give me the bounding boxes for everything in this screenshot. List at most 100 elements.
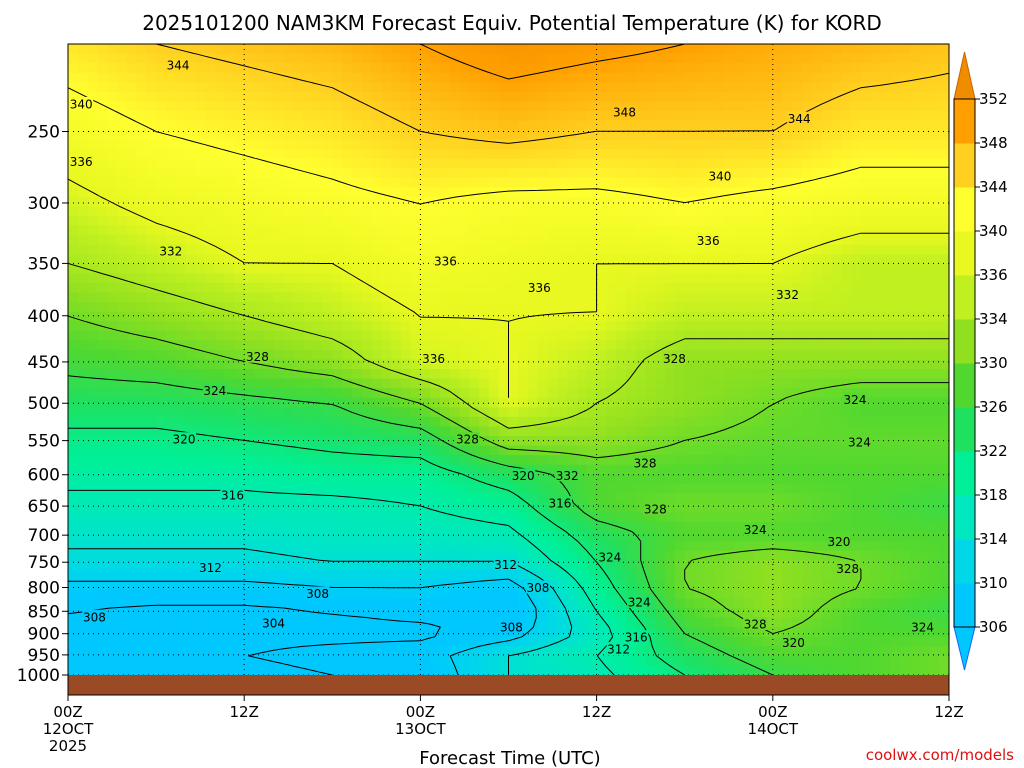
heatmap-cell <box>772 168 784 179</box>
heatmap-cell <box>577 522 588 533</box>
heatmap-cell <box>596 216 607 227</box>
heatmap-cell <box>165 426 177 437</box>
heatmap-cell <box>704 493 715 504</box>
heatmap-cell <box>890 130 901 141</box>
heatmap-cell <box>253 283 265 294</box>
heatmap-cell <box>772 416 784 428</box>
heatmap-cell <box>107 340 118 351</box>
heatmap-cell <box>939 168 949 179</box>
heatmap-cell <box>214 340 226 351</box>
heatmap-cell <box>322 292 333 303</box>
heatmap-cell <box>263 416 275 428</box>
heatmap-cell <box>342 110 353 122</box>
heatmap-cell <box>577 435 588 447</box>
heatmap-cell <box>684 216 696 227</box>
heatmap-cell <box>107 550 118 561</box>
heatmap-cell <box>283 455 294 466</box>
heatmap-cell <box>919 321 931 332</box>
heatmap-cell <box>469 72 480 83</box>
heatmap-cell <box>782 502 793 514</box>
heatmap-cell <box>577 321 588 332</box>
heatmap-cell <box>508 569 519 580</box>
heatmap-cell <box>87 53 98 64</box>
heatmap-cell <box>77 359 89 370</box>
heatmap-cell <box>655 349 666 361</box>
heatmap-cell <box>880 474 891 485</box>
heatmap-cell <box>811 416 823 428</box>
heatmap-cell <box>577 340 588 351</box>
heatmap-cell <box>586 445 598 456</box>
heatmap-cell <box>410 340 421 351</box>
heatmap-cell <box>694 273 705 284</box>
heatmap-cell <box>939 120 949 131</box>
heatmap-cell <box>68 321 79 332</box>
heatmap-cell <box>312 359 324 370</box>
heatmap-cell <box>214 435 226 447</box>
heatmap-cell <box>684 168 696 179</box>
heatmap-cell <box>880 72 891 83</box>
heatmap-cell <box>371 63 382 74</box>
heatmap-cell <box>606 263 617 275</box>
heatmap-cell <box>126 388 138 399</box>
heatmap-cell <box>391 455 402 466</box>
heatmap-cell <box>616 349 627 361</box>
heatmap-cell <box>185 130 196 141</box>
heatmap-cell <box>146 407 157 418</box>
heatmap-cell <box>68 235 79 246</box>
heatmap-cell <box>900 254 911 265</box>
heatmap-cell <box>890 292 901 303</box>
heatmap-cell <box>537 502 549 514</box>
heatmap-cell <box>547 149 559 160</box>
heatmap-cell <box>146 369 157 380</box>
heatmap-cell <box>195 522 206 533</box>
heatmap-cell <box>449 273 461 284</box>
heatmap-cell <box>714 330 725 341</box>
heatmap-cell <box>547 512 559 523</box>
heatmap-cell <box>919 340 931 351</box>
heatmap-cell <box>332 110 343 122</box>
heatmap-cell <box>890 263 901 275</box>
heatmap-cell <box>674 168 686 179</box>
heatmap-cell <box>400 474 412 485</box>
heatmap-cell <box>900 560 911 571</box>
heatmap-cell <box>234 120 245 131</box>
heatmap-cell <box>586 455 598 466</box>
heatmap-cell <box>900 110 911 122</box>
heatmap-cell <box>518 283 529 294</box>
heatmap-cell <box>684 244 696 255</box>
heatmap-cell <box>283 445 294 456</box>
heatmap-cell <box>273 502 284 514</box>
heatmap-cell <box>351 292 363 303</box>
heatmap-cell <box>880 378 891 389</box>
heatmap-cell <box>322 474 333 485</box>
heatmap-cell <box>488 455 500 466</box>
heatmap-cell <box>586 397 598 408</box>
heatmap-cell <box>753 130 764 141</box>
heatmap-cell <box>733 120 745 131</box>
heatmap-cell <box>410 263 421 275</box>
heatmap-cell <box>283 330 294 341</box>
heatmap-cell <box>753 502 764 514</box>
heatmap-cell <box>860 63 872 74</box>
heatmap-cell <box>763 502 774 514</box>
heatmap-cell <box>146 541 157 552</box>
heatmap-cell <box>479 416 490 428</box>
heatmap-cell <box>185 158 196 169</box>
heatmap-cell <box>165 273 177 284</box>
heatmap-cell <box>488 464 500 475</box>
heatmap-cell <box>420 416 431 428</box>
heatmap-cell <box>126 53 138 64</box>
heatmap-cell <box>537 254 549 265</box>
heatmap-cell <box>655 244 666 255</box>
heatmap-cell <box>606 349 617 361</box>
heatmap-cell <box>97 72 108 83</box>
heatmap-cell <box>567 120 578 131</box>
heatmap-cell <box>655 330 666 341</box>
heatmap-cell <box>479 569 490 580</box>
heatmap-cell <box>459 177 470 189</box>
heatmap-cell <box>577 397 588 408</box>
heatmap-cell <box>704 91 715 102</box>
heatmap-cell <box>851 321 862 332</box>
heatmap-cell <box>439 244 451 255</box>
heatmap-cell <box>302 130 314 141</box>
